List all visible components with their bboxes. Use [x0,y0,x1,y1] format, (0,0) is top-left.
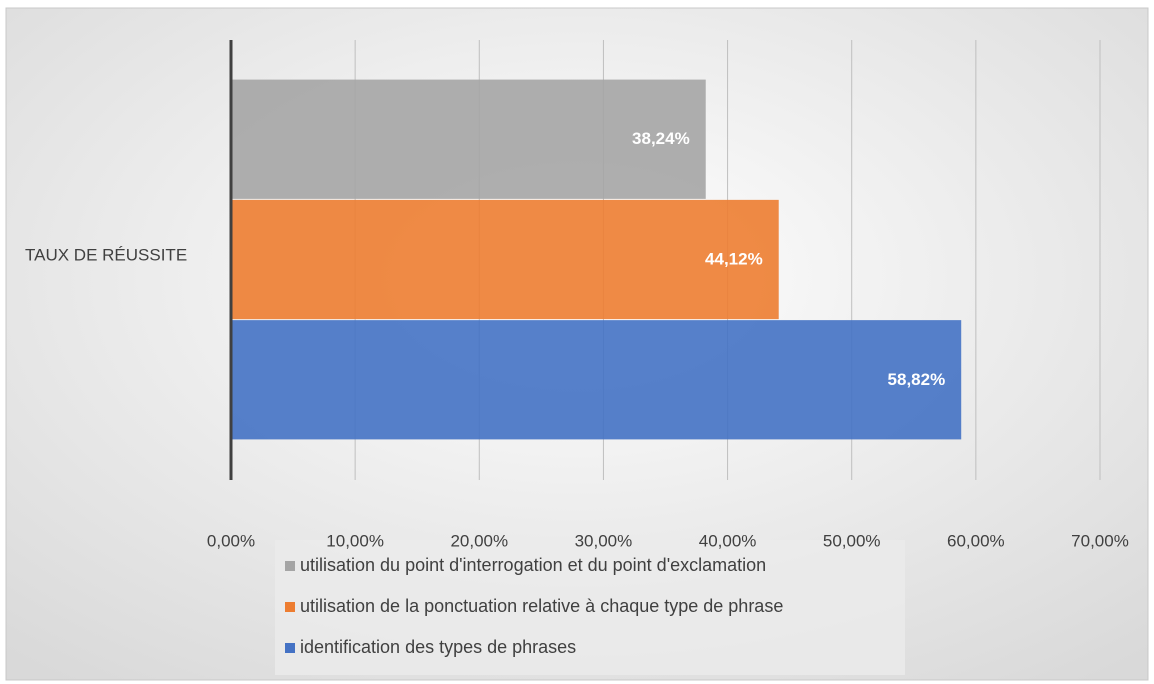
legend-marker [285,561,295,571]
legend-box [275,540,905,675]
x-tick-label: 50,00% [823,531,881,550]
legend-label: utilisation de la ponctuation relative à… [300,596,783,616]
bar [231,320,962,440]
legend-label: utilisation du point d'interrogation et … [300,555,766,575]
data-label: 44,12% [705,249,763,268]
bar [231,199,779,320]
data-label: 38,24% [632,129,690,148]
x-tick-label: 60,00% [947,531,1005,550]
x-tick-label: 10,00% [326,531,384,550]
legend-marker [285,602,295,612]
x-tick-label: 30,00% [575,531,633,550]
x-tick-label: 20,00% [450,531,508,550]
y-tick-label: TAUX DE RÉUSSITE [25,245,187,264]
data-label: 58,82% [888,370,946,389]
legend-label: identification des types de phrases [300,637,576,657]
bar [231,79,706,199]
x-tick-label: 0,00% [207,531,255,550]
legend-marker [285,643,295,653]
x-tick-label: 40,00% [699,531,757,550]
x-tick-label: 70,00% [1071,531,1129,550]
